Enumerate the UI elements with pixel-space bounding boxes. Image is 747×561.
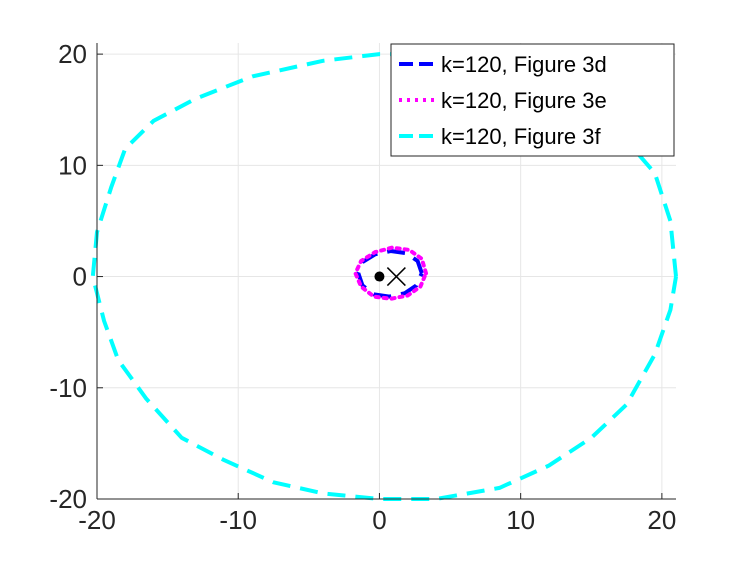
dot-marker (374, 271, 385, 282)
y-tick-label: 0 (73, 262, 87, 292)
marker-layer (374, 267, 406, 287)
x-tick-label: 0 (372, 505, 386, 535)
y-tick-label: 20 (58, 39, 87, 69)
axes: -20 -10 0 10 20 -20 -10 0 10 20 (49, 39, 676, 535)
legend-label-3: k=120, Figure 3f (441, 124, 601, 149)
y-tick-label: -10 (49, 373, 87, 403)
y-tick-label: -20 (49, 484, 87, 514)
series-line-2 (353, 245, 428, 301)
x-marker-stroke (386, 267, 406, 287)
legend-box (390, 43, 675, 157)
legend-label-1: k=120, Figure 3d (441, 52, 607, 77)
x-marker (386, 267, 406, 287)
legend-label-2: k=120, Figure 3e (441, 88, 607, 113)
x-tick-label: 10 (506, 505, 535, 535)
x-tick-label: 20 (647, 505, 676, 535)
legend: k=120, Figure 3d k=120, Figure 3e k=120, F… (390, 43, 675, 157)
x-tick-label: -20 (78, 505, 116, 535)
series-line-1 (356, 249, 424, 299)
x-tick-label: -10 (219, 505, 257, 535)
y-tick-label: 10 (58, 150, 87, 180)
